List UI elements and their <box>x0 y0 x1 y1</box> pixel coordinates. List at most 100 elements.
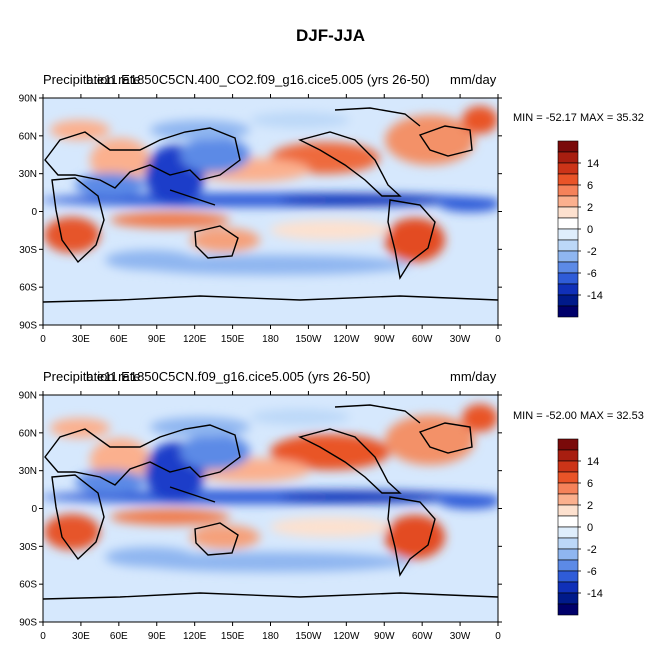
colorbar-swatch <box>557 449 579 462</box>
lon-tick-label: 0 <box>40 631 46 642</box>
colorbar-swatch <box>557 272 579 285</box>
coastlines <box>43 107 498 303</box>
colorbar-swatch <box>557 206 579 219</box>
colorbar-label: -14 <box>587 290 603 302</box>
colorbar-swatch <box>557 294 579 307</box>
panel-2-center-title: b.e11.E1850C5CN.f09_g16.cice5.005 (yrs 2… <box>86 369 371 384</box>
lat-tick-label: 90N <box>19 391 37 402</box>
lon-tick-label: 120E <box>183 334 207 345</box>
colorbar-swatch <box>557 162 579 175</box>
lon-tick-label: 60E <box>110 631 128 642</box>
lon-tick-label: 120E <box>183 631 207 642</box>
lat-tick-label: 30N <box>19 466 37 477</box>
colorbar-swatch <box>557 151 579 164</box>
lon-tick-label: 30E <box>72 631 90 642</box>
colorbar-label: 2 <box>587 500 593 512</box>
lon-tick-label: 150E <box>221 334 245 345</box>
colorbar-swatch <box>557 559 579 572</box>
lon-tick-label: 90E <box>148 631 166 642</box>
lat-tick-label: 30N <box>19 169 37 180</box>
colorbar-swatch <box>557 140 579 153</box>
colorbar-label: -6 <box>587 268 597 280</box>
colorbar-swatch <box>557 250 579 263</box>
colorbar-label: -14 <box>587 588 603 600</box>
lon-tick-label: 120W <box>333 334 360 345</box>
lat-tick-label: 0 <box>31 504 37 515</box>
colorbar-label: -6 <box>587 566 597 578</box>
lon-tick-label: 120W <box>333 631 360 642</box>
panel-1-left-title: Precipitation rate <box>43 72 141 87</box>
colorbar-swatch <box>557 217 579 230</box>
colorbar-swatch <box>557 471 579 484</box>
colorbar-swatch <box>557 283 579 296</box>
lat-tick-label: 90S <box>19 618 37 629</box>
lon-tick-label: 150E <box>221 631 245 642</box>
lon-tick-label: 30E <box>72 334 90 345</box>
lon-tick-label: 150W <box>295 334 322 345</box>
lat-tick-label: 60S <box>19 580 37 591</box>
lon-tick-label: 0 <box>495 334 501 345</box>
lon-tick-label: 180 <box>262 631 279 642</box>
lat-tick-label: 60N <box>19 131 37 142</box>
colorbar-swatch <box>557 581 579 594</box>
precip-field <box>43 404 498 572</box>
lat-tick-label: 30S <box>19 542 37 553</box>
lon-tick-label: 180 <box>262 334 279 345</box>
colorbar-label: 6 <box>587 180 593 192</box>
lon-tick-label: 0 <box>40 334 46 345</box>
colorbar-swatch <box>557 515 579 528</box>
lon-tick-label: 0 <box>495 631 501 642</box>
colorbar-swatch <box>557 592 579 605</box>
colorbar-swatch <box>557 493 579 506</box>
lat-tick-label: 60S <box>19 283 37 294</box>
panel-1-minmax: MIN = -52.17 MAX = 35.32 <box>513 112 644 124</box>
lat-tick-label: 60N <box>19 428 37 439</box>
colorbar-swatch <box>557 184 579 197</box>
lon-tick-label: 60E <box>110 334 128 345</box>
colorbar-label: -2 <box>587 544 597 556</box>
panel-2-minmax: MIN = -52.00 MAX = 32.53 <box>513 410 644 422</box>
colorbar-swatch <box>557 173 579 186</box>
colorbar-swatch <box>557 438 579 451</box>
colorbar-label: 14 <box>587 158 599 170</box>
figure-title: DJF-JJA <box>296 26 365 45</box>
lon-tick-label: 90W <box>374 334 395 345</box>
lon-tick-label: 60W <box>412 334 433 345</box>
lon-tick-label: 30W <box>450 631 471 642</box>
colorbar-swatch <box>557 603 579 616</box>
colorbar-swatch <box>557 261 579 274</box>
lat-tick-label: 90S <box>19 321 37 332</box>
lon-tick-label: 90W <box>374 631 395 642</box>
colorbar-swatch <box>557 570 579 583</box>
colorbar-swatch <box>557 504 579 517</box>
colorbar-label: 14 <box>587 456 599 468</box>
colorbar-swatch <box>557 228 579 241</box>
panel-2-units: mm/day <box>450 369 497 384</box>
colorbar-label: 6 <box>587 478 593 490</box>
colorbar-swatch <box>557 239 579 252</box>
colorbar-swatch <box>557 548 579 561</box>
lat-tick-label: 30S <box>19 245 37 256</box>
colorbar-swatch <box>557 305 579 318</box>
colorbar-label: 0 <box>587 224 593 236</box>
lon-tick-label: 60W <box>412 631 433 642</box>
lat-tick-label: 0 <box>31 207 37 218</box>
colorbar-swatch <box>557 460 579 473</box>
colorbar-swatch <box>557 482 579 495</box>
colorbar-label: 0 <box>587 522 593 534</box>
colorbar-swatch <box>557 537 579 550</box>
lat-tick-label: 90N <box>19 94 37 105</box>
lon-tick-label: 30W <box>450 334 471 345</box>
coastlines <box>43 404 498 600</box>
colorbar-label: 2 <box>587 202 593 214</box>
colorbar-label: -2 <box>587 246 597 258</box>
panel-1-units: mm/day <box>450 72 497 87</box>
lon-tick-label: 150W <box>295 631 322 642</box>
panel-2-left-title: Precipitation rate <box>43 369 141 384</box>
panel-1-center-title: b.e11.E1850C5CN.400_CO2.f09_g16.cice5.00… <box>86 72 430 87</box>
colorbar-swatch <box>557 526 579 539</box>
lon-tick-label: 90E <box>148 334 166 345</box>
